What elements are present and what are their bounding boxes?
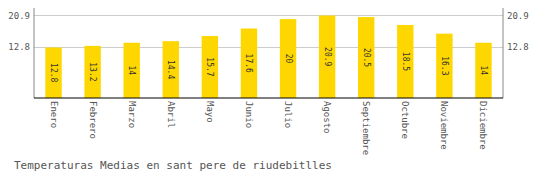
x-tick-label: Enero: [49, 101, 59, 128]
grid-line: [34, 15, 503, 16]
y2-tick-label: 20.9: [507, 11, 529, 21]
data-label: 15.7: [205, 57, 214, 76]
data-label: 14.4: [166, 60, 175, 79]
x-tick-label: Agosto: [322, 101, 332, 134]
x-tick-label: Junio: [244, 101, 254, 128]
bar: [436, 34, 452, 98]
data-label: 20.9: [323, 47, 332, 66]
bars: [45, 16, 491, 99]
chart-svg: 12.8 13.2 14 14.4 15.7 17.6 20 20.9 20.5 18.5 16.3…: [0, 0, 537, 174]
baseline: [34, 98, 503, 99]
y-tick-label: 20.9: [8, 11, 30, 21]
data-label: 18.5: [401, 52, 410, 71]
bar: [163, 41, 179, 98]
y2-axis-line: [503, 8, 504, 98]
chart-container: 12.8 13.2 14 14.4 15.7 17.6 20 20.9 20.5 18.5 16.3…: [0, 0, 537, 174]
x-tick-label: Octubre: [400, 101, 410, 139]
bar: [124, 43, 140, 98]
data-label: 14: [479, 66, 488, 76]
data-label: 20.5: [362, 48, 371, 67]
bar: [84, 46, 100, 98]
x-tick-label: Julio: [283, 101, 293, 128]
bar: [397, 25, 413, 98]
data-label: 17.6: [244, 54, 253, 73]
data-label: 13.2: [88, 62, 97, 81]
y-tick-label: 12.8: [8, 42, 30, 52]
x-tick-label: Febrero: [88, 101, 98, 139]
grid-line: [34, 47, 503, 48]
y2-tick-label: 12.8: [507, 42, 529, 52]
x-tick-label: Diciembre: [478, 101, 488, 150]
bar: [280, 19, 296, 98]
bar: [358, 17, 374, 98]
title: Temperaturas Medias en sant pere de riud…: [14, 159, 332, 172]
data-label: 20: [284, 54, 293, 64]
x-tick-label: Abril: [166, 101, 176, 128]
x-tick-label: Marzo: [127, 101, 137, 128]
bar: [241, 29, 257, 98]
data-label: 12.8: [49, 63, 58, 82]
bar: [45, 47, 61, 98]
bar: [319, 16, 335, 99]
x-tick-label: Septiembre: [361, 101, 371, 155]
x-tick-label: Mayo: [205, 101, 215, 123]
bar: [202, 36, 218, 98]
data-label: 16.3: [440, 56, 449, 75]
y-axis-line: [34, 8, 35, 98]
data-label: 14: [127, 66, 136, 76]
x-tick-label: Noviembre: [439, 101, 449, 150]
bar: [475, 43, 491, 98]
